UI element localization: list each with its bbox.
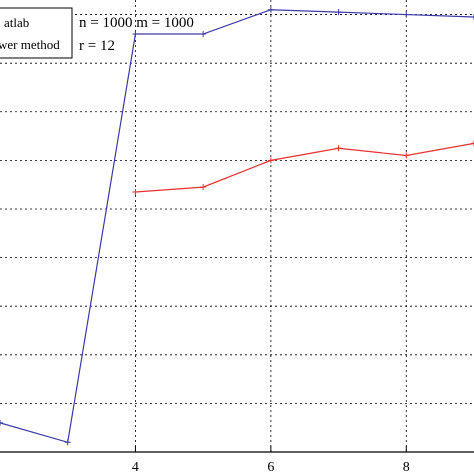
series-0-point-4 (267, 6, 274, 13)
x-tick-label-1: 6 (267, 460, 274, 474)
axes (0, 446, 474, 453)
legend: atlab wer method (0, 7, 73, 59)
series-0-point-2 (132, 31, 139, 38)
series-0-point-1 (64, 439, 71, 446)
tick-labels: 4 6 8 (132, 460, 410, 474)
series-1-point-4 (403, 152, 410, 159)
series-0-point-0 (0, 419, 3, 426)
series-layer (0, 6, 474, 446)
series-1-point-0 (132, 188, 139, 195)
legend-entry-atlab: atlab (4, 15, 29, 30)
series-line-0 (0, 9, 474, 444)
series-1-point-1 (200, 184, 207, 191)
series-0-point-3 (200, 31, 207, 38)
x-tick-label-0: 4 (132, 460, 139, 474)
series-1-point-3 (335, 145, 342, 152)
legend-box (0, 7, 73, 59)
series-0-point-7 (471, 14, 474, 21)
series-1-point-5 (471, 140, 474, 147)
series-1-point-2 (267, 157, 274, 164)
annotation-rank: r = 12 (79, 38, 115, 54)
grid (0, 0, 474, 452)
legend-entry-wer-method: wer method (0, 37, 60, 52)
x-tick-label-2: 8 (403, 460, 410, 474)
series-0-point-6 (403, 11, 410, 18)
series-0-point-5 (335, 9, 342, 16)
annotation-size: n = 1000 m = 1000 (79, 15, 194, 31)
series-line-1 (135, 142, 474, 193)
